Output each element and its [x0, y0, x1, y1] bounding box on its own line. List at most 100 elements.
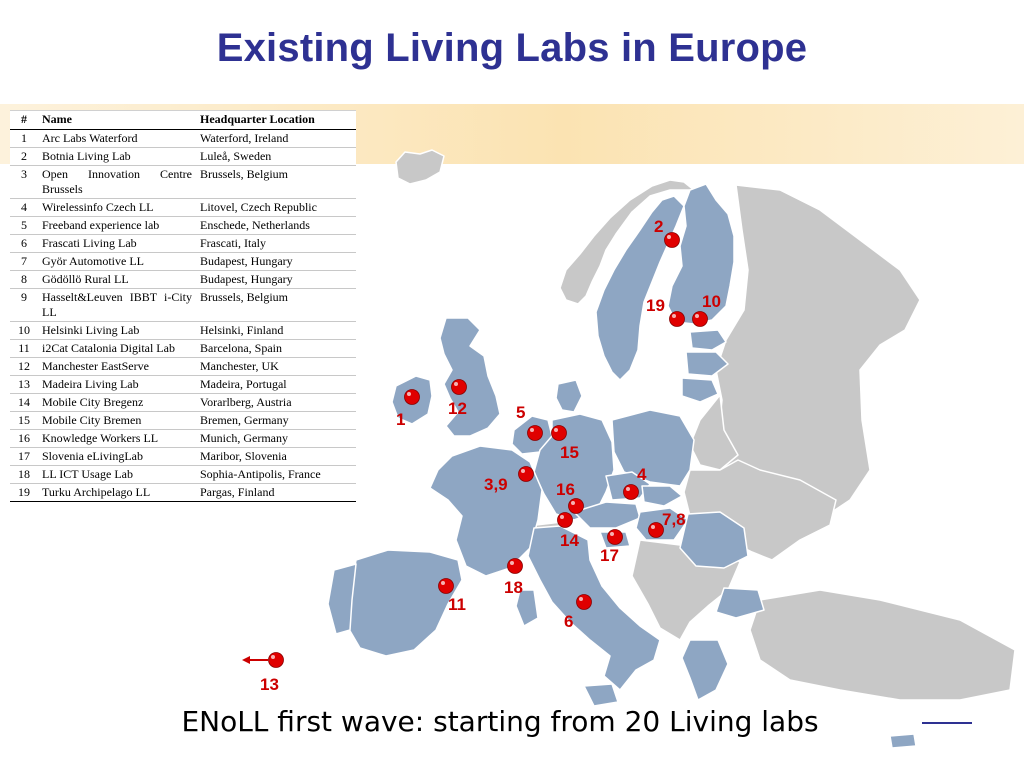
map-country-greece	[681, 639, 729, 701]
table-row: 13 Madeira Living Lab Madeira, Portugal	[10, 375, 356, 394]
row-name: Knowledge Workers LL	[38, 429, 196, 448]
table-row: 1 Arc Labs Waterford Waterford, Ireland	[10, 129, 356, 148]
table-row: 10 Helsinki Living Lab Helsinki, Finland	[10, 321, 356, 340]
footer-rule	[922, 722, 972, 724]
table-row: 8 Gödöllö Rural LL Budapest, Hungary	[10, 270, 356, 289]
row-location: Helsinki, Finland	[196, 321, 356, 340]
row-name: Gödöllö Rural LL	[38, 270, 196, 289]
pin-label-2: 2	[654, 217, 663, 236]
row-name: Helsinki Living Lab	[38, 321, 196, 340]
pin-marker-39	[518, 466, 534, 482]
table-row: 11 i2Cat Catalonia Digital Lab Barcelona, …	[10, 339, 356, 358]
row-name: Hasselt&Leuven IBBT i-City LL	[38, 288, 196, 322]
map-country-denmark	[555, 379, 583, 413]
map-country-sardinia	[515, 589, 539, 627]
table-row: 18 LL ICT Usage Lab Sophia-Antipolis, Fran…	[10, 465, 356, 484]
pin-marker-18	[507, 558, 523, 574]
table-header-row: # Name Headquarter Location	[10, 110, 356, 130]
pin-marker-11	[438, 578, 454, 594]
map-country-cyprus	[889, 733, 917, 749]
row-name: Freeband experience lab	[38, 216, 196, 235]
pin-label-11: 11	[448, 595, 466, 614]
map-country-portugal	[327, 563, 357, 635]
column-header-name: Name	[38, 110, 196, 130]
row-location: Sophia-Antipolis, France	[196, 465, 356, 484]
row-number: 16	[10, 429, 38, 448]
pin-label-16: 16	[556, 480, 575, 499]
pin-marker-17	[607, 529, 623, 545]
pin-marker-12	[451, 379, 467, 395]
row-name: Manchester EastServe	[38, 357, 196, 376]
table-row: 5 Freeband experience lab Enschede, Nether…	[10, 216, 356, 235]
map-country-lithuania	[681, 377, 719, 403]
pin-label-10: 10	[702, 292, 721, 311]
slide-subtitle: ENoLL first wave: starting from 20 Livin…	[181, 705, 819, 738]
row-number: 10	[10, 321, 38, 340]
map-country-sweden	[595, 195, 685, 381]
table-row: 16 Knowledge Workers LL Munich, Germany	[10, 429, 356, 448]
row-location: Brussels, Belgium	[196, 288, 356, 322]
row-location: Luleå, Sweden	[196, 147, 356, 166]
column-header-location: Headquarter Location	[196, 110, 356, 130]
pin-marker-16	[568, 498, 584, 514]
table-row: 14 Mobile City Bregenz Vorarlberg, Austria	[10, 393, 356, 412]
row-location: Budapest, Hungary	[196, 270, 356, 289]
row-name: Frascati Living Lab	[38, 234, 196, 253]
row-number: 13	[10, 375, 38, 394]
table-row: 2 Botnia Living Lab Luleå, Sweden	[10, 147, 356, 166]
pin-marker-4	[623, 484, 639, 500]
row-name: Open Innovation Centre Brussels	[38, 165, 196, 199]
pin-label-17: 17	[600, 546, 619, 565]
madeira-arrow-icon	[242, 656, 268, 664]
row-number: 17	[10, 447, 38, 466]
pin-label-14: 14	[560, 531, 579, 550]
table-row: 17 Slovenia eLivingLab Maribor, Slovenia	[10, 447, 356, 466]
row-number: 15	[10, 411, 38, 430]
row-number: 3	[10, 165, 38, 199]
row-number: 14	[10, 393, 38, 412]
map-country-france	[429, 445, 543, 577]
pin-label-5: 5	[516, 403, 525, 422]
pin-label-4: 4	[637, 465, 647, 484]
pin-marker-15	[551, 425, 567, 441]
map-country-sicily	[583, 683, 619, 707]
row-number: 6	[10, 234, 38, 253]
pin-label-12: 12	[448, 399, 467, 418]
table-row: 4 Wirelessinfo Czech LL Litovel, Czech Rep…	[10, 198, 356, 217]
pin-label-6: 6	[564, 612, 573, 631]
row-location: Waterford, Ireland	[196, 129, 356, 148]
map-country-norway	[559, 179, 695, 305]
map-country-italy	[527, 525, 661, 691]
row-location: Manchester, UK	[196, 357, 356, 376]
row-name: Györ Automotive LL	[38, 252, 196, 271]
pin-label-1: 1	[396, 410, 405, 429]
row-name: Turku Archipelago LL	[38, 483, 196, 502]
row-name: Slovenia eLivingLab	[38, 447, 196, 466]
map-country-slovakia	[641, 485, 683, 507]
row-number: 7	[10, 252, 38, 271]
map-country-poland	[611, 409, 695, 487]
pin-marker-14	[557, 512, 573, 528]
pin-marker-19	[669, 311, 685, 327]
table-row: 6 Frascati Living Lab Frascati, Italy	[10, 234, 356, 253]
pin-label-13: 13	[260, 675, 279, 694]
row-number: 8	[10, 270, 38, 289]
pin-marker-6	[576, 594, 592, 610]
row-location: Bremen, Germany	[196, 411, 356, 430]
row-name: Botnia Living Lab	[38, 147, 196, 166]
map-country-bulgaria	[715, 587, 765, 619]
row-location: Vorarlberg, Austria	[196, 393, 356, 412]
pin-highlights	[271, 235, 699, 659]
row-location: Litovel, Czech Republic	[196, 198, 356, 217]
map-country-turkey	[749, 589, 1016, 701]
pin-label-15: 15	[560, 443, 579, 462]
table-row: 7 Györ Automotive LL Budapest, Hungary	[10, 252, 356, 271]
row-location: Budapest, Hungary	[196, 252, 356, 271]
row-location: Barcelona, Spain	[196, 339, 356, 358]
row-location: Frascati, Italy	[196, 234, 356, 253]
table-row: 3 Open Innovation Centre Brussels Brussels…	[10, 165, 356, 199]
pin-label-78: 7,8	[662, 510, 686, 529]
row-number: 11	[10, 339, 38, 358]
pin-marker-13	[268, 652, 284, 668]
row-number: 1	[10, 129, 38, 148]
